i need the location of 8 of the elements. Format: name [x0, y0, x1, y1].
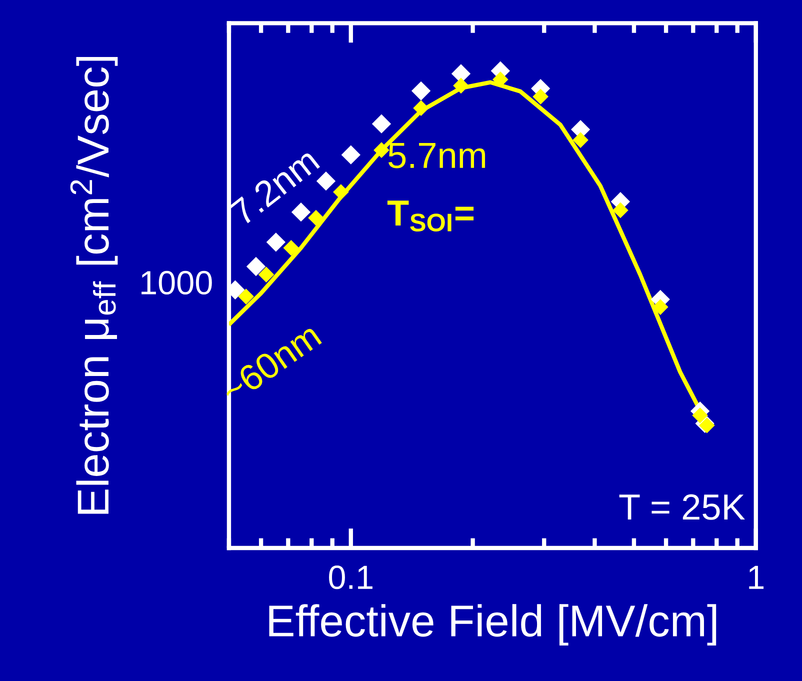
- series-label: 5.7nm: [388, 143, 486, 168]
- text: 1000: [142, 270, 212, 295]
- x-axis-title: Effective Field [MV/cm]: [269, 604, 716, 646]
- x-tick-label: 0.1: [329, 566, 372, 590]
- annotation: T = 25K: [619, 494, 745, 520]
- x-tick-label: 1: [749, 566, 764, 589]
- annotation: T$_{SOI}$=: [387, 200, 474, 232]
- y-axis-title: Electron μ$_{eff}$ [cm$^{2}$/Vsec]: [70, 57, 118, 514]
